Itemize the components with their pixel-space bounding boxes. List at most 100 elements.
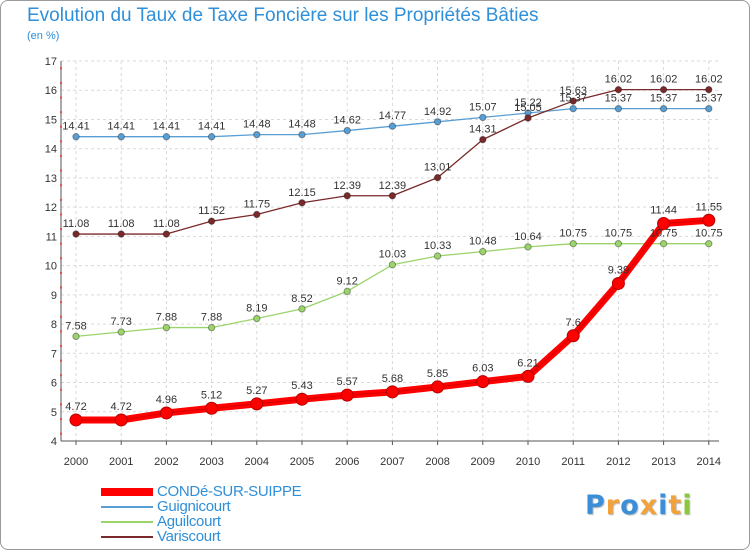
data-label-cond-sur-suippe: 5.12 <box>201 389 222 401</box>
data-point-aguilcourt <box>614 239 623 248</box>
data-label-cond-sur-suippe: 5.57 <box>336 376 357 388</box>
y-minor-tick <box>60 432 62 435</box>
data-point-cond-sur-suippe <box>159 406 173 420</box>
data-label-variscourt: 11.08 <box>153 218 180 230</box>
y-minor-tick <box>60 418 62 421</box>
data-point-cond-sur-suippe <box>69 413 83 427</box>
y-minor-tick <box>60 155 62 157</box>
y-tick-label: 10 <box>45 261 57 273</box>
data-point-cond-sur-suippe <box>295 392 309 406</box>
data-label-variscourt: 12.39 <box>333 180 361 192</box>
data-point-variscourt <box>298 199 306 207</box>
data-label-guignicourt: 14.41 <box>62 121 90 133</box>
data-point-guignicourt <box>659 104 668 113</box>
y-minor-tick <box>60 359 62 362</box>
data-point-guignicourt <box>433 118 442 126</box>
legend-label: CONDé-SUR-SUIPPE <box>157 483 302 500</box>
legend-item-variscourt: Variscourt <box>101 528 401 545</box>
y-tick-label: 5 <box>51 407 57 419</box>
data-label-cond-sur-suippe: 11.44 <box>650 205 677 217</box>
y-minor-tick <box>60 257 62 260</box>
logo-letter: r <box>605 490 621 521</box>
x-tick-label: 2008 <box>425 456 449 468</box>
series-cond-sur-suippe <box>69 213 716 427</box>
data-point-aguilcourt <box>705 239 713 248</box>
data-label-variscourt: 15.05 <box>514 102 542 114</box>
legend-swatch <box>101 488 153 496</box>
data-point-cond-sur-suippe <box>250 397 264 411</box>
y-minor-tick <box>60 81 62 84</box>
x-tick-label: 2001 <box>109 456 133 468</box>
data-point-guignicourt <box>343 126 351 135</box>
data-label-aguilcourt: 8.52 <box>291 293 312 305</box>
y-tick-label: 11 <box>46 231 57 243</box>
data-point-cond-sur-suippe <box>657 217 671 231</box>
x-tick-label: 2009 <box>471 456 495 468</box>
data-point-variscourt <box>569 97 577 105</box>
data-label-cond-sur-suippe: 5.27 <box>246 385 267 397</box>
data-label-cond-sur-suippe: 6.03 <box>472 363 493 375</box>
data-label-guignicourt: 14.92 <box>424 106 452 118</box>
grid-layer <box>61 60 719 442</box>
y-tick-label: 6 <box>51 378 57 390</box>
data-label-aguilcourt: 10.75 <box>559 228 587 240</box>
y-tick-label: 8 <box>51 319 57 331</box>
y-minor-tick <box>60 403 62 406</box>
data-point-variscourt <box>659 85 668 94</box>
data-label-variscourt: 11.08 <box>63 218 90 230</box>
data-label-aguilcourt: 10.75 <box>605 228 633 240</box>
y-minor-tick <box>60 96 62 99</box>
logo-letter: o <box>620 490 640 521</box>
data-point-cond-sur-suippe <box>611 276 625 290</box>
data-point-guignicourt <box>162 133 171 141</box>
data-label-guignicourt: 14.48 <box>288 119 316 131</box>
y-minor-tick <box>60 67 62 70</box>
data-point-cond-sur-suippe <box>385 385 399 399</box>
logo-letter: P <box>585 490 606 521</box>
data-label-aguilcourt: 10.03 <box>379 249 407 261</box>
data-label-variscourt: 11.52 <box>198 205 225 217</box>
data-point-guignicourt <box>479 113 487 122</box>
legend-item-guignicourt: Guignicourt <box>101 498 401 515</box>
y-axis-unit-label: (en %) <box>27 30 60 42</box>
legend-label: Aguilcourt <box>157 513 221 530</box>
data-point-variscourt <box>343 192 351 200</box>
data-point-cond-sur-suippe <box>114 413 128 427</box>
data-point-variscourt <box>253 210 261 219</box>
x-tick-label: 2011 <box>561 456 585 468</box>
data-label-cond-sur-suippe: 6.21 <box>517 357 538 369</box>
data-label-variscourt: 12.39 <box>379 180 407 192</box>
data-label-guignicourt: 14.48 <box>243 119 271 131</box>
data-point-aguilcourt <box>433 252 442 260</box>
data-point-cond-sur-suippe <box>566 329 580 343</box>
data-point-variscourt <box>433 173 442 182</box>
data-point-guignicourt <box>705 104 713 113</box>
data-label-guignicourt: 15.37 <box>695 93 723 105</box>
data-label-guignicourt: 14.41 <box>198 121 226 133</box>
data-label-cond-sur-suippe: 5.43 <box>291 380 312 392</box>
y-tick-label: 4 <box>51 436 57 448</box>
y-minor-tick <box>60 345 62 347</box>
x-tick-label: 2002 <box>154 456 178 468</box>
legend: CONDé-SUR-SUIPPE Guignicourt Aguilcourt Var… <box>101 483 401 545</box>
x-tick-label: 2007 <box>380 456 404 468</box>
data-point-variscourt <box>162 230 171 238</box>
data-label-variscourt: 16.02 <box>695 74 723 86</box>
x-tick-label: 2000 <box>64 456 88 468</box>
data-label-guignicourt: 14.41 <box>153 121 181 133</box>
data-label-guignicourt: 14.41 <box>107 121 135 133</box>
x-tick-label: 2013 <box>651 456 675 468</box>
y-tick-label: 17 <box>45 56 57 68</box>
y-minor-tick <box>60 374 62 377</box>
data-point-variscourt <box>117 230 125 238</box>
data-point-guignicourt <box>207 133 216 141</box>
data-label-aguilcourt: 8.19 <box>246 303 267 315</box>
data-label-cond-sur-suippe: 7.6 <box>566 317 581 329</box>
series-variscourt <box>72 85 713 238</box>
data-label-guignicourt: 15.07 <box>469 101 497 113</box>
data-label-variscourt: 16.02 <box>605 74 633 86</box>
data-point-guignicourt <box>72 133 80 141</box>
y-minor-tick <box>60 271 62 274</box>
x-tick-label: 2003 <box>199 456 223 468</box>
